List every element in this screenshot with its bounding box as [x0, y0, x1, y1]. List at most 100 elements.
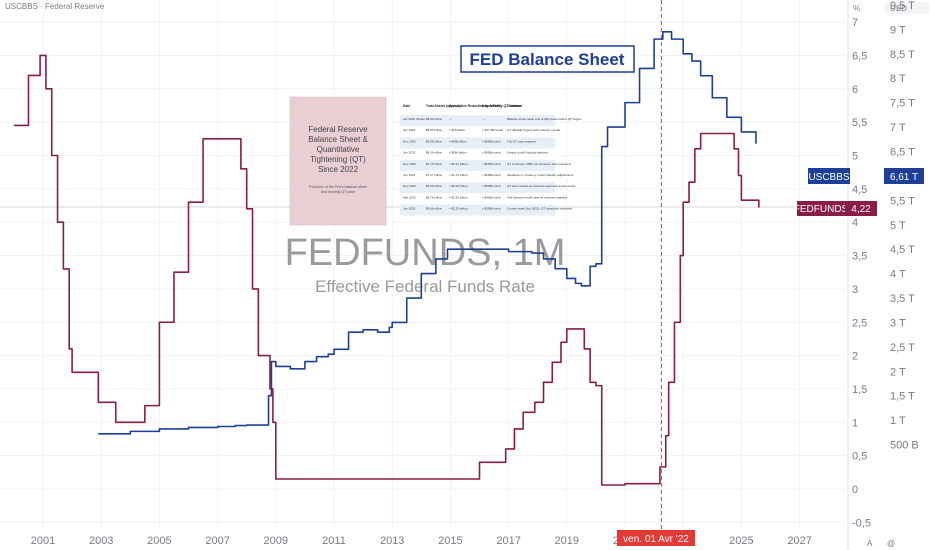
y-right-tick: 6,5 T — [890, 146, 915, 158]
table-cell: $6.66 trillion — [426, 207, 443, 211]
table-cell: Apr 2022 (Peak) — [403, 117, 425, 121]
table-cell: $7.75 trillion — [426, 162, 443, 166]
table-cell: QT continues; MBS runoff slower than exp… — [507, 162, 571, 166]
chart-title: FED Balance Sheet — [470, 50, 625, 69]
table-cell: Mar 2025 — [403, 195, 416, 199]
table-cell: ≈ $95B/month — [482, 162, 501, 166]
y-right-tick: 8 T — [890, 73, 906, 85]
rate-value: 4,22 — [851, 204, 871, 215]
auto-scale-icon[interactable]: A — [867, 539, 873, 548]
table-cell: ≈ $35B/month — [482, 207, 501, 211]
table-cell: ≈ $95B/month — [482, 151, 501, 155]
image-panel-line: Since 2022 — [318, 165, 359, 174]
y-left-tick: 6,5 — [852, 50, 867, 62]
cursor-date-label: ven. 01 Avr '22 — [623, 534, 689, 545]
y-left-tick: 6 — [852, 84, 858, 96]
table-cell: ≈ $10 billion — [449, 128, 465, 132]
image-panel-caption: Evolution of the Fed's balance sheet — [309, 185, 367, 189]
table-cell: QT officially begins with reduced runoff… — [507, 128, 561, 132]
table-header: Date — [403, 104, 410, 108]
balance-label: USCBBS 6,61 T — [808, 168, 924, 184]
table-cell: ≈ $2.30 trillion — [449, 207, 468, 211]
table-cell: Steady runoff; liquidity tightens — [507, 151, 548, 155]
y-left-tick: -0,5 — [852, 517, 871, 529]
x-tick: 2019 — [555, 535, 579, 547]
table-cell: $6.90 trillion — [426, 184, 443, 188]
x-tick: 2009 — [264, 535, 288, 547]
table-cell: Jun 2024 — [403, 173, 416, 177]
y-left-tick: 3 — [852, 284, 858, 296]
table-cell: Jun 2022 — [403, 128, 416, 132]
image-panel-caption: and monthly QT pace — [321, 190, 355, 194]
table-cell: ≈ $2.20 trillion — [449, 195, 468, 199]
y-right-tick: 9,5 T — [890, 0, 915, 12]
currency-button-bg[interactable] — [885, 2, 929, 14]
log-scale-icon[interactable]: @ — [887, 539, 895, 548]
table-cell: $8.55 trillion — [426, 139, 443, 143]
x-tick: 2013 — [380, 535, 404, 547]
y-left-tick: 1 — [852, 417, 858, 429]
table-header: Cumulative Reduction from Peak — [449, 104, 501, 108]
image-panel-line: Federal Reserve — [308, 125, 368, 134]
y-right-tick: 500 B — [890, 440, 919, 452]
y-right-tick: 3 T — [890, 317, 906, 329]
y-left-tick: 0,5 — [852, 451, 867, 463]
y-right-tick: 7,5 T — [890, 98, 915, 110]
title-box-border — [460, 45, 635, 73]
table-cell: Dec 2022 — [403, 139, 416, 143]
image-panel-line: Quantitative — [317, 145, 360, 154]
table-cell: ≈ $47.5B/month — [482, 128, 503, 132]
y-left-tick: 4,5 — [852, 184, 867, 196]
balance-name: USCBBS — [808, 172, 849, 183]
table-cell: Jun 2023 — [403, 151, 416, 155]
y-right-tick: 1,5 T — [890, 391, 915, 403]
currency-button[interactable]: USD — [890, 4, 907, 13]
axes: 7 6,5 6 5,5 5 4,5 4 3,5 3 2,5 2 1,5 1 0,5 0 -0,5 9,5 T 9 … — [31, 0, 919, 550]
rate-name: FEDFUNDS — [794, 204, 849, 215]
y-right-tick: 5 T — [890, 220, 906, 232]
table-cell: ≈ $60B/month — [482, 184, 501, 188]
rate-label: FEDFUNDS 4,22 — [794, 201, 877, 216]
y-right-tick: 5,5 T — [890, 195, 915, 207]
table-cell: Full QT caps reached — [507, 139, 536, 143]
y-left-tick: 1,5 — [852, 384, 867, 396]
table-header: Total Assets (approx.) — [426, 104, 460, 108]
table-cell: Dec 2023 — [403, 162, 416, 166]
table-header: Avg. Monthly QT Volume — [482, 104, 521, 108]
table-cell: ≈ $1.21 trillion — [449, 162, 468, 166]
y-right-tick: 9 T — [890, 24, 906, 36]
table-cell: ≈ $40B/month — [482, 195, 501, 199]
y-left-tick: 4 — [852, 217, 858, 229]
series-line-fedfunds — [13, 54, 760, 486]
symbol-line: USCBBS · Federal Reserve — [5, 2, 105, 11]
x-tick: 2017 — [496, 535, 520, 547]
table-cell: $8.39 trillion — [426, 151, 443, 155]
table-header: Comment — [507, 104, 523, 108]
embedded-image-panel: Federal Reserve Balance Sheet & Quantita… — [289, 96, 387, 226]
y-right-tick: 3,5 T — [890, 293, 915, 305]
table-cell: Jun 2025 — [403, 207, 416, 211]
table-cell: Current state (Jun 2025). QT slowdown ex… — [507, 207, 573, 211]
table-row-bg — [400, 115, 555, 126]
y-left-tick: 3,5 — [852, 251, 867, 263]
balance-value: 6,61 T — [890, 172, 918, 183]
y-right-tick: 2,5 T — [890, 342, 915, 354]
watermark-subtitle: Effective Federal Funds Rate — [315, 277, 535, 296]
pct-unit: % — [853, 4, 860, 13]
y-left-tick: 2,5 — [852, 317, 867, 329]
table-row-bg — [400, 159, 555, 171]
y-left-tick: 2 — [852, 351, 858, 363]
table-cell: ≈ $1.70 trillion — [449, 173, 468, 177]
x-tick: 2025 — [729, 535, 753, 547]
cursor-date-bg — [617, 530, 695, 546]
table-cell: Slowdown in Treasury runoff; liquidity a… — [507, 173, 574, 177]
x-tick: 2003 — [89, 535, 113, 547]
table-cell: — — [482, 117, 485, 121]
y-right-tick: 4 T — [890, 269, 906, 281]
balance-value-bg — [884, 168, 924, 184]
table-cell: Dec 2024 — [403, 184, 416, 188]
table-row-bg — [400, 137, 555, 149]
y-right-tick: 2 T — [890, 366, 906, 378]
table-cell: $7.27 trillion — [426, 173, 443, 177]
